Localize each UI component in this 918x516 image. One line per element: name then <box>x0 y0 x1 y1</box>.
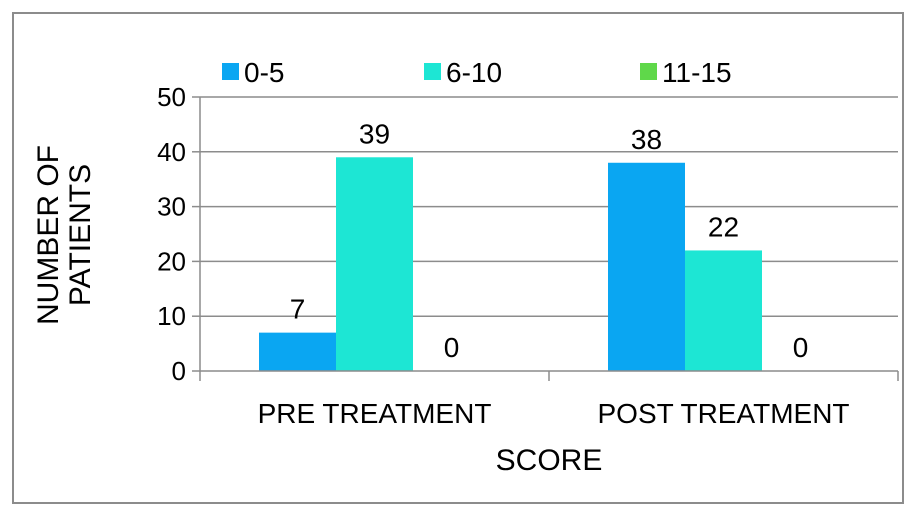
x-category-label-1: POST TREATMENT <box>597 398 849 429</box>
bar-0-5-0 <box>259 332 336 371</box>
data-label-0-5-0: 7 <box>290 294 306 325</box>
y-tick-labels: 0 10 20 30 40 50 <box>157 82 186 386</box>
data-label-6-10-1: 22 <box>708 211 739 242</box>
y-axis-title: NUMBER OF PATIENTS <box>32 145 97 325</box>
legend: 0-5 6-10 11-15 <box>222 57 732 88</box>
y-axis-title-line-1: NUMBER OF <box>32 145 65 325</box>
legend-label-0-5: 0-5 <box>244 57 284 88</box>
y-tick-label-0: 0 <box>172 356 186 386</box>
data-label-0-5-1: 38 <box>631 124 662 155</box>
y-tick-label-20: 20 <box>157 246 186 276</box>
bar-6-10-1 <box>685 250 762 371</box>
legend-label-11-15: 11-15 <box>662 57 732 88</box>
y-tick-label-40: 40 <box>157 137 186 167</box>
bar-6-10-0 <box>336 157 413 371</box>
y-tick-label-30: 30 <box>157 192 186 222</box>
x-axis-title: SCORE <box>496 444 603 477</box>
data-label-11-15-1: 0 <box>793 332 809 363</box>
bars <box>259 157 762 371</box>
legend-swatch-11-15 <box>640 63 657 80</box>
y-tick-label-50: 50 <box>157 82 186 112</box>
legend-label-6-10: 6-10 <box>446 57 502 88</box>
data-labels: 7 39 0 38 22 0 <box>290 118 809 363</box>
y-tick-label-10: 10 <box>157 301 186 331</box>
data-label-6-10-0: 39 <box>359 118 390 149</box>
bar-0-5-1 <box>608 162 685 371</box>
x-category-labels: PRE TREATMENT POST TREATMENT <box>258 398 850 429</box>
legend-swatch-6-10 <box>424 63 441 80</box>
axes <box>192 96 899 381</box>
gridlines <box>200 96 898 317</box>
data-label-11-15-0: 0 <box>444 332 460 363</box>
legend-swatch-0-5 <box>222 63 239 80</box>
y-axis-title-line-2: PATIENTS <box>64 164 97 306</box>
x-category-label-0: PRE TREATMENT <box>258 398 492 429</box>
